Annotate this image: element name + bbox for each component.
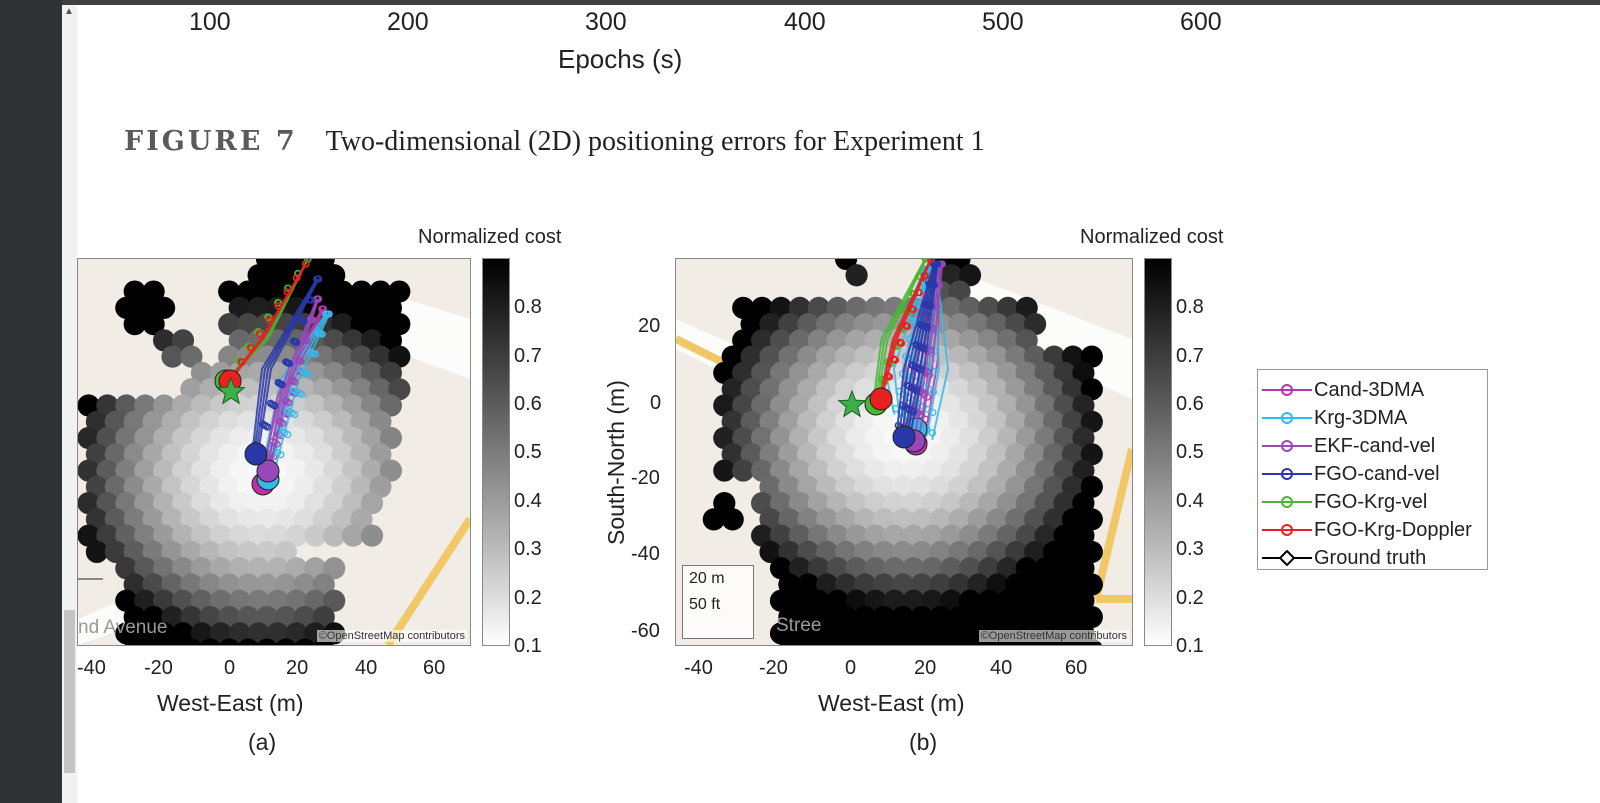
tick-label: 0.3	[514, 538, 542, 561]
tick-label: 0.7	[514, 345, 542, 368]
x-axis-label-b: West-East (m)	[818, 690, 965, 717]
figure-caption-text: Two-dimensional (2D) positioning errors …	[326, 126, 985, 157]
street-label-b: Stree	[776, 615, 821, 637]
tick-label: 0.8	[514, 296, 542, 319]
tick-label: 0.4	[1176, 490, 1204, 513]
map-plot-b: 20 m 50 ft Stree ©OpenStreetMap contribu…	[675, 258, 1133, 646]
tick-label: 0.6	[1176, 393, 1204, 416]
colorbar-b	[1144, 258, 1172, 646]
tick-label: 0.1	[514, 635, 542, 658]
legend-item: EKF-cand-vel	[1258, 432, 1487, 460]
tick-label: 0.8	[1176, 296, 1204, 319]
tick-label: 500	[982, 8, 1024, 37]
legend-item: FGO-cand-vel	[1258, 460, 1487, 488]
tick-label: 0	[845, 657, 856, 680]
tick-label: 400	[784, 8, 826, 37]
tick-label: 0.5	[514, 441, 542, 464]
chart-legend: Cand-3DMA Krg-3DMA EKF-cand-vel FGO-cand-ve…	[1257, 369, 1488, 570]
previous-figure-x-label: Epochs (s)	[558, 44, 682, 75]
scale-meters: 20 m	[683, 566, 753, 592]
tick-label: 300	[585, 8, 627, 37]
tick-label: 60	[1065, 657, 1087, 680]
x-axis-label-a: West-East (m)	[157, 690, 304, 717]
subfigure-label-a: (a)	[248, 729, 276, 756]
tick-label: 40	[990, 657, 1012, 680]
tick-label: -20	[759, 657, 788, 680]
colorbar-title-a: Normalized cost	[418, 226, 561, 249]
tick-label: -20	[631, 467, 660, 490]
legend-label: Cand-3DMA	[1314, 379, 1424, 402]
osm-attribution-a: ©OpenStreetMap contributors	[317, 630, 467, 642]
legend-item: FGO-Krg-vel	[1258, 488, 1487, 516]
circle-marker-icon	[1262, 410, 1312, 426]
subfigure-label-b: (b)	[909, 729, 937, 756]
tick-label: 0.1	[1176, 635, 1204, 658]
legend-item: Krg-3DMA	[1258, 404, 1487, 432]
map-plot-a-graphics	[78, 259, 470, 645]
tick-label: 0.5	[1176, 441, 1204, 464]
legend-label: FGO-cand-vel	[1314, 463, 1440, 486]
circle-marker-icon	[1262, 438, 1312, 454]
diamond-marker-icon	[1262, 550, 1312, 566]
tick-label: -40	[77, 657, 106, 680]
circle-marker-icon	[1262, 522, 1312, 538]
figure-number: FIGURE 7	[124, 126, 298, 157]
legend-label: Ground truth	[1314, 547, 1426, 570]
tick-label: 0.2	[1176, 587, 1204, 610]
viewer-left-panel	[0, 0, 62, 803]
circle-marker-icon	[1262, 382, 1312, 398]
tick-label: -40	[631, 543, 660, 566]
tick-label: 0.2	[514, 587, 542, 610]
tick-label: 40	[355, 657, 377, 680]
y-axis-label-b: South-North (m)	[603, 380, 630, 545]
tick-label: 0	[650, 392, 661, 415]
tick-label: 0.6	[514, 393, 542, 416]
cost-heatmap-a	[78, 259, 410, 645]
legend-label: FGO-Krg-Doppler	[1314, 519, 1472, 542]
circle-marker-icon	[1262, 494, 1312, 510]
tick-label: -40	[684, 657, 713, 680]
tick-label: 100	[189, 8, 231, 37]
scroll-up-icon[interactable]: ▲	[64, 7, 74, 17]
legend-label: FGO-Krg-vel	[1314, 491, 1427, 514]
tick-label: 20	[638, 315, 660, 338]
tick-label: 0.4	[514, 490, 542, 513]
legend-label: Krg-3DMA	[1314, 407, 1407, 430]
map-scale-bar: 20 m 50 ft	[682, 565, 754, 639]
tick-label: 20	[914, 657, 936, 680]
figure-caption: FIGURE 7 Two-dimensional (2D) positioning…	[124, 126, 985, 158]
legend-label: EKF-cand-vel	[1314, 435, 1435, 458]
tick-label: 0.3	[1176, 538, 1204, 561]
tick-label: 200	[387, 8, 429, 37]
tick-label: -60	[631, 620, 660, 643]
window-top-bar	[0, 0, 1600, 5]
colorbar-a	[482, 258, 510, 646]
tick-label: 600	[1180, 8, 1222, 37]
tick-label: 0	[224, 657, 235, 680]
legend-item: Ground truth	[1258, 544, 1487, 572]
tick-label: 20	[286, 657, 308, 680]
colorbar-title-b: Normalized cost	[1080, 226, 1223, 249]
tick-label: 60	[423, 657, 445, 680]
tick-label: -20	[144, 657, 173, 680]
street-label-a: nd Avenue	[78, 617, 167, 639]
scale-feet: 50 ft	[683, 592, 753, 618]
circle-marker-icon	[1262, 466, 1312, 482]
legend-item: Cand-3DMA	[1258, 376, 1487, 404]
osm-attribution-b: ©OpenStreetMap contributors	[979, 630, 1129, 642]
map-plot-a: nd Avenue ©OpenStreetMap contributors	[77, 258, 471, 646]
legend-item: FGO-Krg-Doppler	[1258, 516, 1487, 544]
scrollbar-thumb[interactable]	[64, 610, 75, 773]
tick-label: 0.7	[1176, 345, 1204, 368]
